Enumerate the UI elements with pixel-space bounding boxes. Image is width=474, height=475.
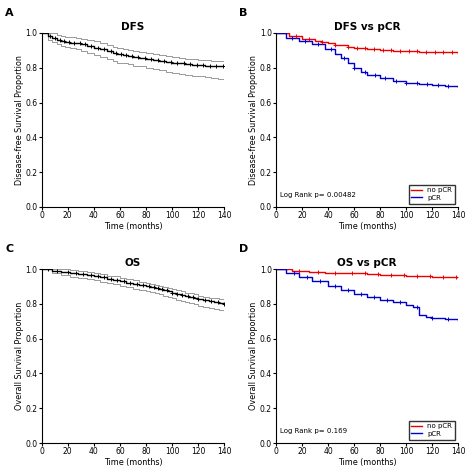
X-axis label: Time (months): Time (months) xyxy=(338,221,396,230)
X-axis label: Time (months): Time (months) xyxy=(338,458,396,466)
Y-axis label: Disease-free Survival Proportion: Disease-free Survival Proportion xyxy=(249,55,258,185)
Y-axis label: Disease-free Survival Proportion: Disease-free Survival Proportion xyxy=(15,55,24,185)
Title: OS vs pCR: OS vs pCR xyxy=(337,258,397,268)
Text: B: B xyxy=(239,8,248,18)
Text: Log Rank p= 0.169: Log Rank p= 0.169 xyxy=(280,428,346,434)
Title: DFS vs pCR: DFS vs pCR xyxy=(334,22,401,32)
Y-axis label: Overall Survival Proportion: Overall Survival Proportion xyxy=(249,302,258,410)
X-axis label: Time (months): Time (months) xyxy=(104,458,162,466)
Title: DFS: DFS xyxy=(121,22,145,32)
Y-axis label: Overall Survival Proportion: Overall Survival Proportion xyxy=(15,302,24,410)
Legend: no pCR, pCR: no pCR, pCR xyxy=(409,185,455,203)
Text: Log Rank p= 0.00482: Log Rank p= 0.00482 xyxy=(280,191,356,198)
Text: D: D xyxy=(239,244,249,254)
Title: OS: OS xyxy=(125,258,141,268)
X-axis label: Time (months): Time (months) xyxy=(104,221,162,230)
Text: A: A xyxy=(5,8,14,18)
Legend: no pCR, pCR: no pCR, pCR xyxy=(409,421,455,440)
Text: C: C xyxy=(5,244,13,254)
